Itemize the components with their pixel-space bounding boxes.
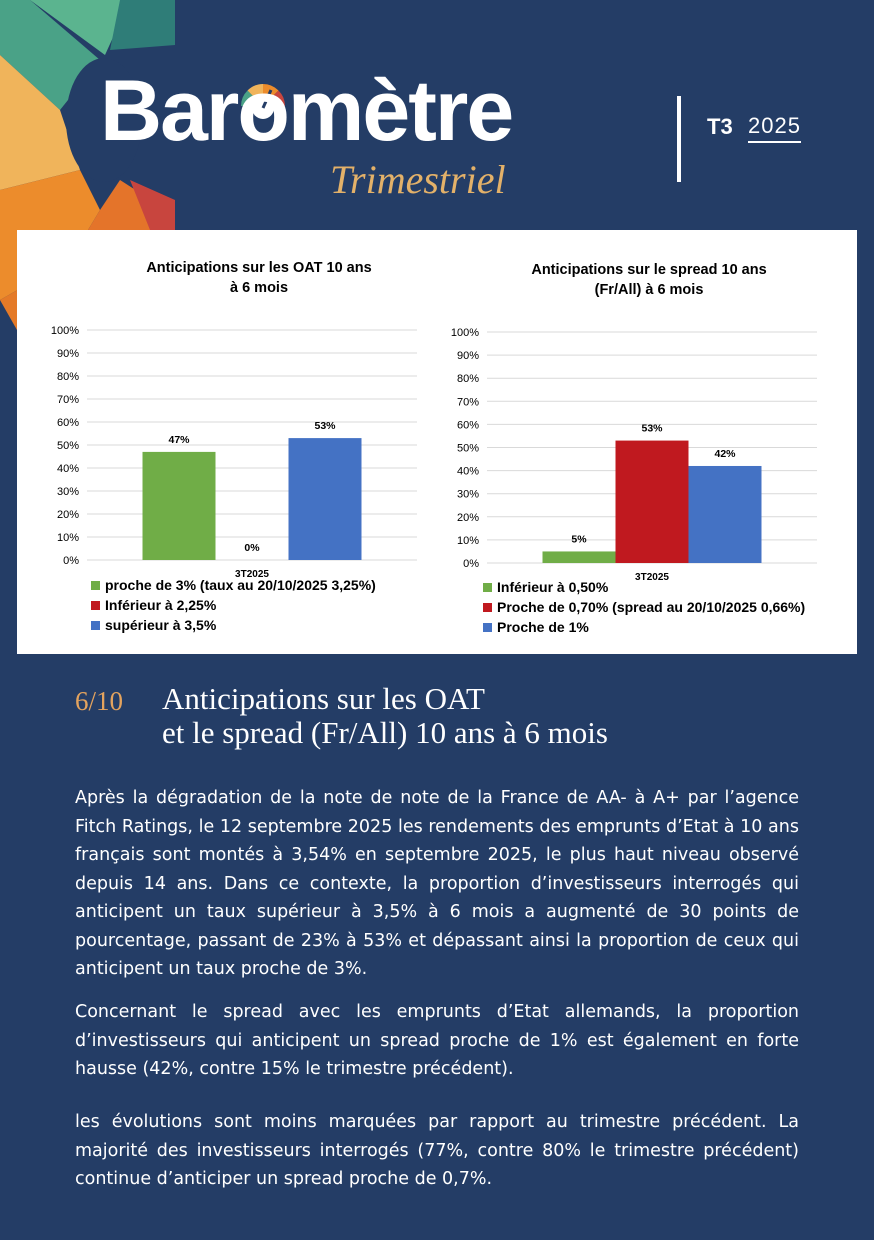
chart1-bar bbox=[142, 451, 216, 560]
chart2-ytick-label: 60% bbox=[457, 419, 479, 431]
chart2-ytick-label: 80% bbox=[457, 373, 479, 385]
chart2-subtitle: (Fr/All) à 6 mois bbox=[595, 282, 704, 298]
chart1-legend-label: Inférieur à 2,25% bbox=[105, 597, 217, 613]
chart1-ytick-label: 40% bbox=[57, 463, 79, 475]
chart1-subtitle: à 6 mois bbox=[230, 280, 288, 296]
chart1-data-label: 0% bbox=[244, 542, 260, 554]
charts-svg: Anticipations sur les OAT 10 ans à 6 mois… bbox=[51, 260, 817, 635]
chart2-ytick-label: 10% bbox=[457, 535, 479, 547]
chart2-bar bbox=[688, 465, 762, 563]
chart1-legend-swatch bbox=[91, 581, 100, 590]
brand-title: Baromètre bbox=[100, 63, 514, 159]
section-title-line-1: Anticipations sur les OAT bbox=[162, 681, 485, 716]
chart1-title: Anticipations sur les OAT 10 ans bbox=[146, 260, 371, 276]
section-title: Anticipations sur les OAT et le spread (… bbox=[162, 682, 842, 750]
chart2-data-label: 5% bbox=[571, 533, 587, 545]
chart2-bar bbox=[542, 551, 616, 563]
chart2-data-label: 53% bbox=[641, 423, 663, 435]
quarter-label: T3 bbox=[707, 114, 733, 139]
chart2-legend-swatch bbox=[483, 603, 492, 612]
body-paragraph-1: Après la dégradation de la note de note … bbox=[75, 788, 799, 979]
logo-backdrop bbox=[66, 58, 142, 182]
chart1-legend-swatch bbox=[91, 601, 100, 610]
chart2-ytick-label: 40% bbox=[457, 466, 479, 478]
chart2-ytick-label: 70% bbox=[457, 396, 479, 408]
chart1-ytick-label: 90% bbox=[57, 348, 79, 360]
chart1-ytick-label: 30% bbox=[57, 486, 79, 498]
chart1-category-label: 3T2025 bbox=[235, 569, 269, 580]
chart2-legend-label: Proche de 1% bbox=[497, 619, 589, 635]
chart1-bar bbox=[288, 438, 362, 560]
chart2-ytick-label: 30% bbox=[457, 489, 479, 501]
chart2-ytick-label: 0% bbox=[463, 558, 479, 570]
chart2-ytick-label: 90% bbox=[457, 350, 479, 362]
chart1-ytick-label: 10% bbox=[57, 532, 79, 544]
chart2-legend-swatch bbox=[483, 583, 492, 592]
chart2-data-label: 42% bbox=[714, 448, 736, 460]
chart1-data-label: 47% bbox=[168, 434, 190, 446]
chart1-ytick-label: 70% bbox=[57, 394, 79, 406]
chart1-ytick-label: 20% bbox=[57, 509, 79, 521]
section-number: 6/10 bbox=[75, 686, 124, 716]
chart1-legend-label: proche de 3% (taux au 20/10/2025 3,25%) bbox=[105, 577, 376, 593]
chart2-legend-label: Proche de 0,70% (spread au 20/10/2025 0,… bbox=[497, 599, 805, 615]
year-label: 2025 bbox=[748, 113, 801, 143]
header-divider bbox=[677, 96, 681, 182]
body-paragraph-2: Concernant le spread avec les emprunts d… bbox=[75, 1002, 799, 1079]
chart1-ytick-label: 0% bbox=[63, 555, 79, 567]
chart2-bar bbox=[615, 440, 689, 563]
chart2-legend-label: Inférieur à 0,50% bbox=[497, 579, 609, 595]
chart2-title: Anticipations sur le spread 10 ans bbox=[531, 262, 766, 278]
body-paragraph-3: les évolutions sont moins marquées par r… bbox=[75, 1112, 799, 1189]
chart1-ytick-label: 100% bbox=[51, 325, 79, 337]
chart2-ytick-label: 50% bbox=[457, 443, 479, 455]
charts-panel: Anticipations sur les OAT 10 ans à 6 mois… bbox=[17, 230, 857, 654]
chart1-legend-label: supérieur à 3,5% bbox=[105, 617, 217, 633]
chart1-ytick-label: 80% bbox=[57, 371, 79, 383]
chart1-data-label: 53% bbox=[314, 420, 336, 432]
brand-subtitle: Trimestriel bbox=[330, 157, 506, 202]
chart1-ytick-label: 50% bbox=[57, 440, 79, 452]
chart2-ytick-label: 20% bbox=[457, 512, 479, 524]
chart2-legend-swatch bbox=[483, 623, 492, 632]
chart2-ytick-label: 100% bbox=[451, 327, 479, 339]
gauge-icon bbox=[241, 84, 285, 119]
section-title-line-2: et le spread (Fr/All) 10 ans à 6 mois bbox=[162, 715, 608, 750]
chart1-ytick-label: 60% bbox=[57, 417, 79, 429]
chart1-legend-swatch bbox=[91, 621, 100, 630]
chart2-category-label: 3T2025 bbox=[635, 572, 669, 583]
